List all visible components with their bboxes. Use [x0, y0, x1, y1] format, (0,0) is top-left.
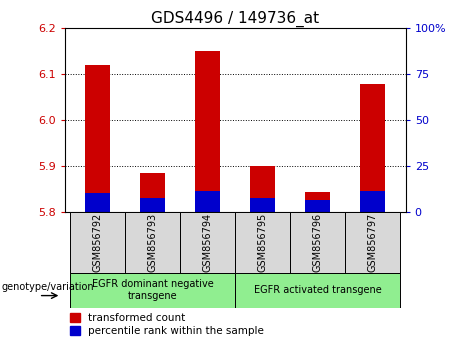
Bar: [140, 173, 165, 212]
Text: GSM856792: GSM856792: [93, 213, 102, 272]
Bar: [250, 198, 275, 212]
Text: GSM856794: GSM856794: [202, 213, 213, 272]
Text: GSM856796: GSM856796: [313, 213, 323, 272]
Text: GSM856793: GSM856793: [148, 213, 158, 272]
Bar: [250, 166, 275, 212]
Text: EGFR activated transgene: EGFR activated transgene: [254, 285, 382, 295]
Bar: [235, 273, 400, 308]
Bar: [125, 212, 180, 273]
Text: GSM856795: GSM856795: [258, 213, 268, 272]
Bar: [85, 193, 110, 212]
Text: EGFR dominant negative
transgene: EGFR dominant negative transgene: [92, 279, 213, 301]
Text: GSM856797: GSM856797: [368, 213, 378, 272]
Bar: [195, 191, 220, 212]
Title: GDS4496 / 149736_at: GDS4496 / 149736_at: [151, 11, 319, 27]
Bar: [235, 212, 290, 273]
Bar: [70, 273, 235, 308]
Bar: [345, 212, 400, 273]
Bar: [305, 192, 330, 212]
Text: genotype/variation: genotype/variation: [1, 282, 94, 292]
Bar: [305, 200, 330, 212]
Bar: [70, 212, 125, 273]
Bar: [180, 212, 235, 273]
Bar: [361, 84, 385, 212]
Bar: [140, 198, 165, 212]
Bar: [195, 51, 220, 212]
Legend: transformed count, percentile rank within the sample: transformed count, percentile rank withi…: [70, 313, 264, 336]
Bar: [290, 212, 345, 273]
Bar: [361, 191, 385, 212]
Bar: [85, 65, 110, 212]
